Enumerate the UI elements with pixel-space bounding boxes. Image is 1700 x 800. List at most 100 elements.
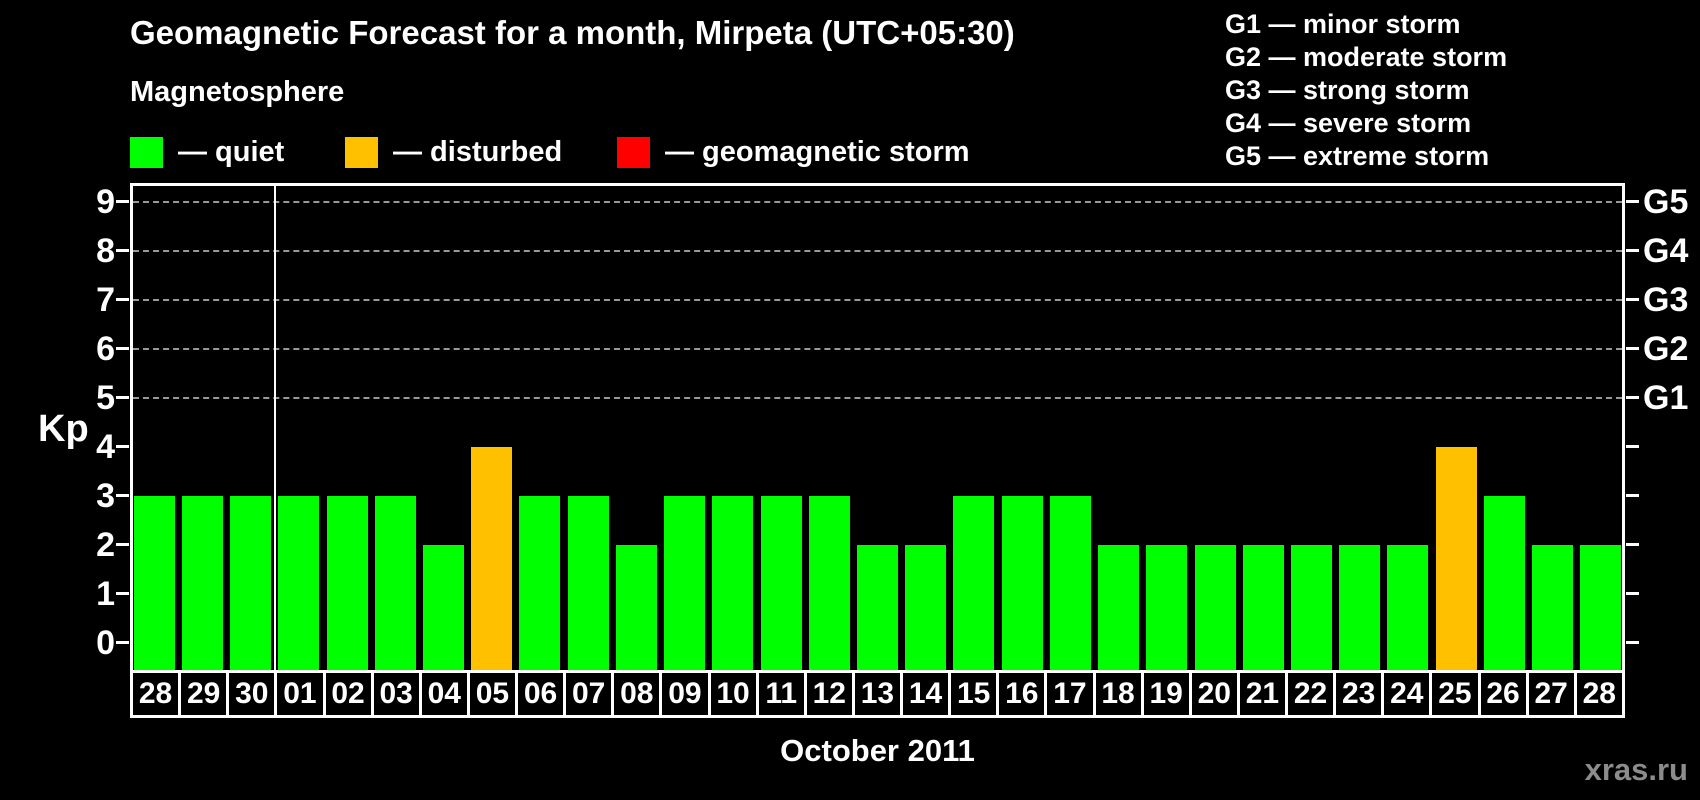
y-tick-label-8: 8 xyxy=(96,232,115,270)
bar-day-22 xyxy=(1291,545,1333,670)
bar-day-04 xyxy=(422,545,464,670)
y-tick-label-6: 6 xyxy=(96,330,115,368)
bar-day-15 xyxy=(953,496,995,670)
y-axis-label: Kp xyxy=(38,408,89,450)
gridline-kp6 xyxy=(133,348,1622,350)
plot-frame-left xyxy=(130,183,133,670)
day-label-28: 28 xyxy=(1576,670,1625,718)
y-tick-label-1: 1 xyxy=(96,575,115,613)
left-tick-kp5 xyxy=(116,396,129,399)
legend-item-quiet: — quiet xyxy=(130,136,284,169)
day-label-29-prev: 29 xyxy=(181,670,230,718)
bar-day-30 xyxy=(230,496,272,670)
bar-day-07 xyxy=(567,496,609,670)
day-label-07: 07 xyxy=(566,670,615,718)
right-tick-kp9 xyxy=(1626,200,1639,203)
bar-day-11 xyxy=(760,496,802,670)
day-label-20: 20 xyxy=(1191,670,1240,718)
day-label-23: 23 xyxy=(1336,670,1385,718)
day-label-05: 05 xyxy=(469,670,518,718)
bar-day-19 xyxy=(1146,545,1188,670)
chart-subtitle: Magnetosphere xyxy=(130,76,345,108)
legend-item-disturbed: — disturbed xyxy=(345,136,562,169)
day-label-21: 21 xyxy=(1239,670,1288,718)
day-label-06: 06 xyxy=(518,670,567,718)
g-scale-legend: G1 — minor storm G2 — moderate storm G3 — … xyxy=(1225,8,1507,173)
left-tick-kp7 xyxy=(116,298,129,301)
left-tick-kp0 xyxy=(116,641,129,644)
disturbed-swatch-icon xyxy=(345,137,378,168)
bar-day-18 xyxy=(1098,545,1140,670)
bar-day-23 xyxy=(1339,545,1381,670)
bar-day-24 xyxy=(1387,545,1429,670)
storm-swatch-icon xyxy=(617,137,650,168)
left-tick-kp6 xyxy=(116,347,129,350)
watermark: xras.ru xyxy=(1584,752,1688,787)
bar-day-21 xyxy=(1242,545,1284,670)
y-tick-label-2: 2 xyxy=(96,526,115,564)
month-separator xyxy=(273,183,276,670)
quiet-swatch-icon xyxy=(130,137,163,168)
x-axis-title: October 2011 xyxy=(780,733,975,768)
left-tick-kp2 xyxy=(116,543,129,546)
legend-label-disturbed: — disturbed xyxy=(393,136,563,168)
left-tick-kp8 xyxy=(116,249,129,252)
day-label-02: 02 xyxy=(325,670,374,718)
day-label-11: 11 xyxy=(758,670,807,718)
y-tick-label-7: 7 xyxy=(96,281,115,319)
day-label-14: 14 xyxy=(903,670,952,718)
day-axis: 28 29 30 01 02 03 04 05 06 07 08 09 10 11 12 13 14 15 16 17… xyxy=(130,670,1625,718)
right-tick-kp2 xyxy=(1626,543,1639,546)
g-legend-line-3: G3 — strong storm xyxy=(1225,75,1470,105)
plot-area xyxy=(130,183,1625,670)
legend-label-storm: — geomagnetic storm xyxy=(665,136,970,168)
day-label-04: 04 xyxy=(421,670,470,718)
g-axis-label-g3: G3 xyxy=(1643,281,1689,319)
day-label-26: 26 xyxy=(1480,670,1529,718)
right-tick-kp1 xyxy=(1626,592,1639,595)
bar-day-10 xyxy=(712,496,754,670)
y-tick-label-0: 0 xyxy=(96,624,115,662)
bar-day-01 xyxy=(278,496,320,670)
right-tick-kp7 xyxy=(1626,298,1639,301)
bar-day-27 xyxy=(1532,545,1574,670)
day-label-27: 27 xyxy=(1528,670,1577,718)
gridline-kp5 xyxy=(133,397,1622,399)
right-tick-kp4 xyxy=(1626,445,1639,448)
bar-day-09 xyxy=(664,496,706,670)
left-tick-kp3 xyxy=(116,494,129,497)
gridline-kp9 xyxy=(133,201,1622,203)
day-label-28-prev: 28 xyxy=(130,670,182,718)
right-tick-kp0 xyxy=(1626,641,1639,644)
legend-label-quiet: — quiet xyxy=(178,136,285,168)
left-tick-kp9 xyxy=(116,200,129,203)
day-label-13: 13 xyxy=(854,670,903,718)
g-axis-label-g4: G4 xyxy=(1643,232,1689,270)
day-label-25: 25 xyxy=(1432,670,1481,718)
day-label-24: 24 xyxy=(1384,670,1433,718)
left-tick-kp1 xyxy=(116,592,129,595)
day-label-10: 10 xyxy=(710,670,759,718)
g-legend-line-2: G2 — moderate storm xyxy=(1225,42,1508,72)
plot-frame-right xyxy=(1622,183,1625,670)
gridline-kp8 xyxy=(133,250,1622,252)
day-label-01: 01 xyxy=(277,670,326,718)
g-axis-label-g5: G5 xyxy=(1643,183,1689,221)
bar-day-12 xyxy=(808,496,850,670)
day-label-12: 12 xyxy=(806,670,855,718)
bar-day-29 xyxy=(181,496,223,670)
day-label-30-prev: 30 xyxy=(229,670,278,718)
bar-day-14 xyxy=(905,545,947,670)
bar-day-08 xyxy=(615,545,657,670)
bar-day-17 xyxy=(1049,496,1091,670)
day-label-03: 03 xyxy=(373,670,422,718)
gridline-kp7 xyxy=(133,299,1622,301)
right-tick-kp3 xyxy=(1626,494,1639,497)
day-label-15: 15 xyxy=(951,670,1000,718)
g-axis-label-g1: G1 xyxy=(1643,379,1689,417)
g-legend-line-4: G4 — severe storm xyxy=(1225,108,1472,138)
g-legend-line-5: G5 — extreme storm xyxy=(1225,141,1490,171)
day-label-18: 18 xyxy=(1095,670,1144,718)
right-tick-kp5 xyxy=(1626,396,1639,399)
legend-item-storm: — geomagnetic storm xyxy=(617,136,970,169)
